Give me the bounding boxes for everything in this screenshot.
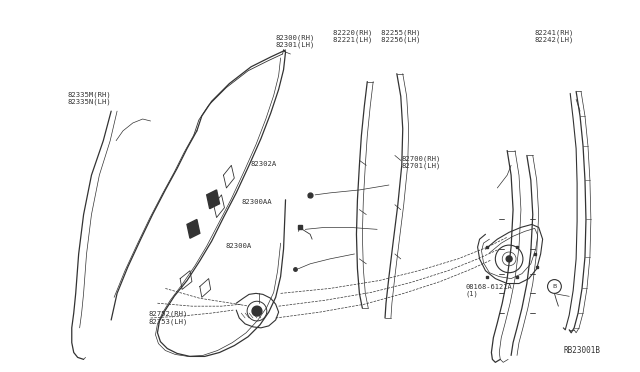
- Circle shape: [506, 256, 512, 262]
- Text: 82752(RH)
82753(LH): 82752(RH) 82753(LH): [148, 311, 188, 325]
- Text: RB23001B: RB23001B: [564, 346, 600, 355]
- Text: 82220(RH)  82255(RH)
82221(LH)  82256(LH): 82220(RH) 82255(RH) 82221(LH) 82256(LH): [333, 29, 420, 44]
- Text: 82302A: 82302A: [251, 161, 277, 167]
- Text: 82335M(RH)
82335N(LH): 82335M(RH) 82335N(LH): [68, 91, 111, 105]
- Polygon shape: [187, 219, 200, 238]
- Text: 82300A: 82300A: [225, 243, 252, 250]
- Text: 82300(RH)
82301(LH): 82300(RH) 82301(LH): [276, 34, 316, 48]
- Text: 82300AA: 82300AA: [242, 199, 273, 205]
- Polygon shape: [207, 190, 220, 209]
- Text: 82700(RH)
82701(LH): 82700(RH) 82701(LH): [402, 155, 442, 169]
- Text: 08168-6121A
(1): 08168-6121A (1): [465, 284, 512, 297]
- Text: 82241(RH)
82242(LH): 82241(RH) 82242(LH): [534, 29, 573, 44]
- Text: B: B: [552, 284, 557, 289]
- Circle shape: [252, 306, 262, 316]
